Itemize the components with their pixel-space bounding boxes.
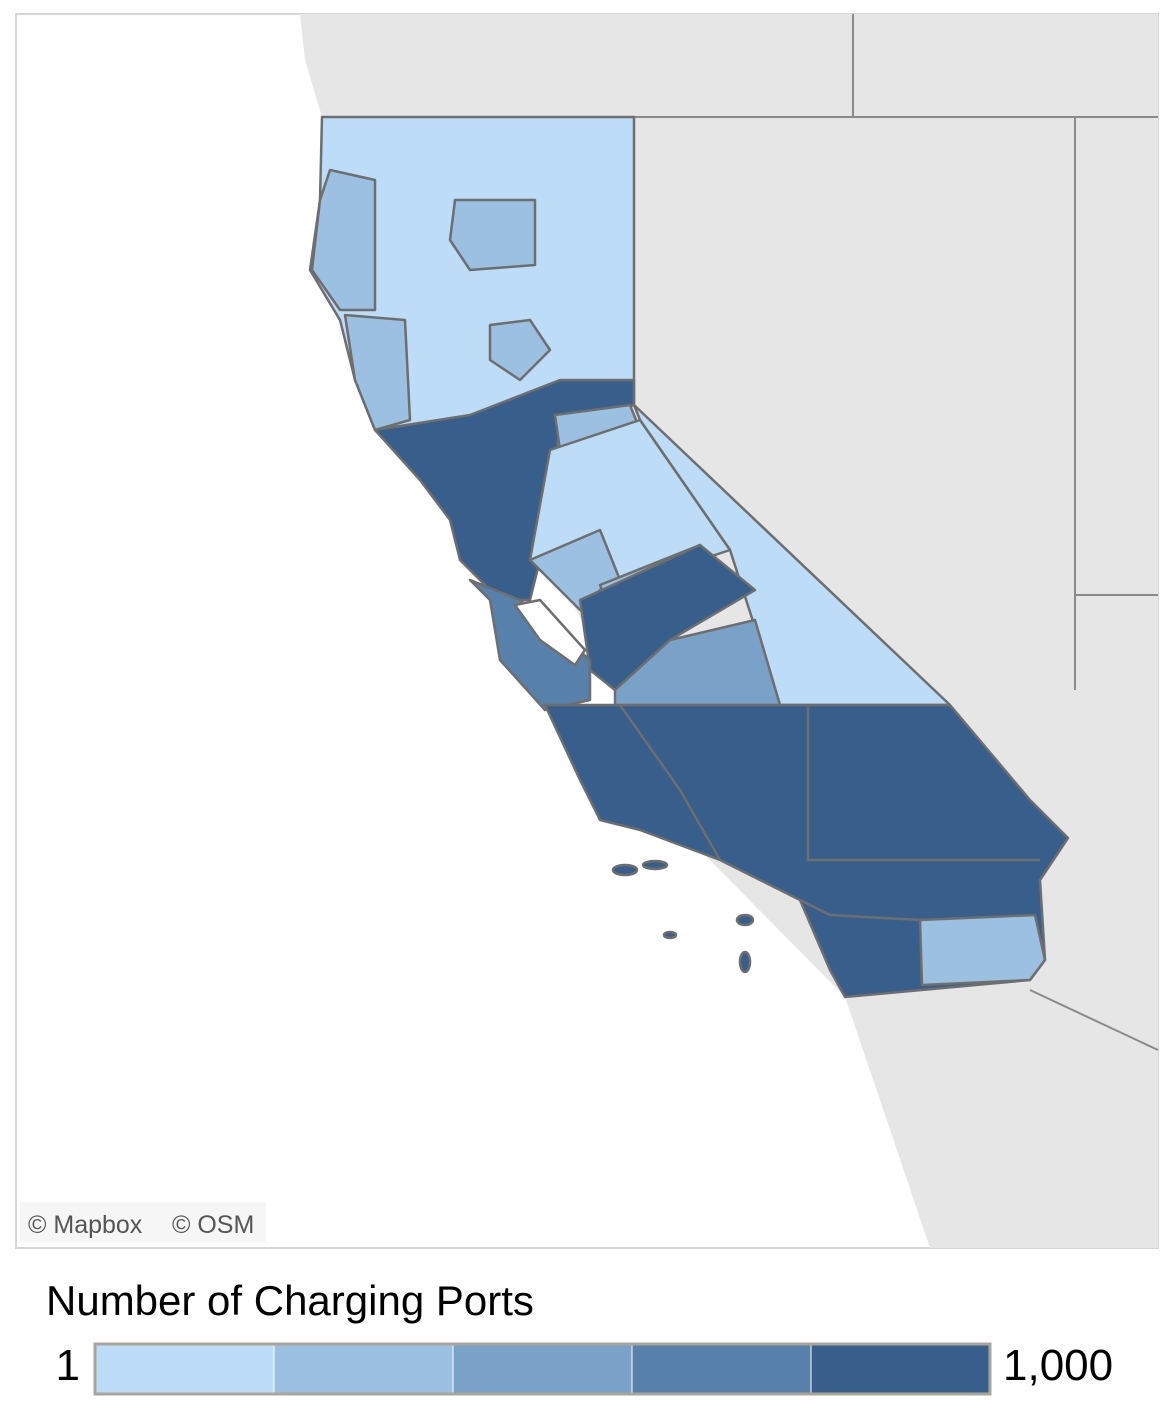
legend-bar (94, 1343, 991, 1395)
legend-swatch (631, 1343, 812, 1395)
legend-max: 1,000 (1003, 1341, 1113, 1390)
legend-swatch (810, 1343, 991, 1395)
attribution: © Mapbox (28, 1211, 143, 1239)
legend-swatch (452, 1343, 633, 1395)
legend-title: Number of Charging Ports (46, 1277, 534, 1324)
legend-border (93, 1342, 992, 1396)
legend-min: 1 (56, 1341, 80, 1390)
state-borders (634, 14, 1159, 1051)
legend-swatch (94, 1343, 275, 1395)
attribution-box (20, 1202, 266, 1242)
legend-swatch (273, 1343, 454, 1395)
attribution: © OSM (172, 1211, 254, 1239)
counties (308, 115, 1070, 999)
